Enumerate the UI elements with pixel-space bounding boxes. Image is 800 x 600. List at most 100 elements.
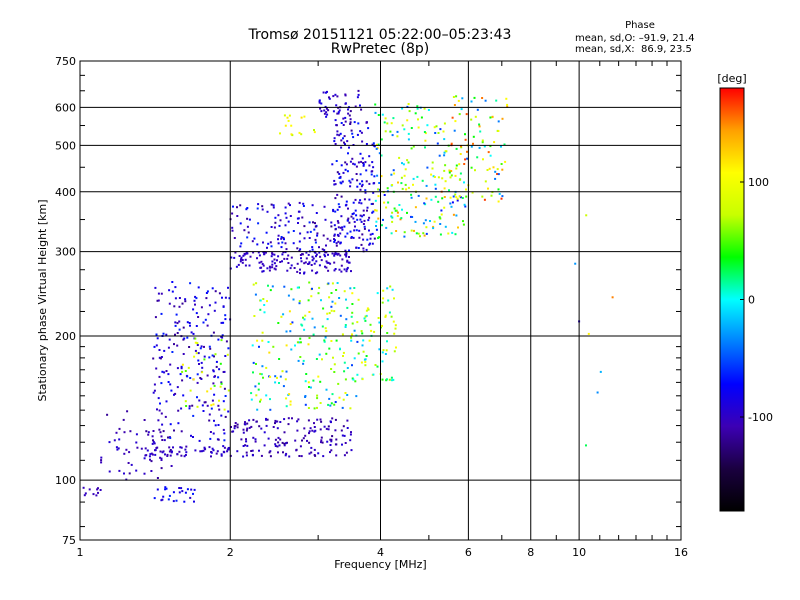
data-point [348,221,351,224]
data-point [113,439,116,442]
data-point [400,176,403,179]
data-point [347,112,350,115]
data-point [266,246,268,249]
data-point [281,441,284,444]
data-point [285,330,288,333]
data-point [452,213,455,216]
data-point [286,441,288,444]
data-point [338,268,341,271]
data-point [210,404,213,407]
data-point [365,314,368,317]
data-point [333,403,336,406]
data-point [314,222,316,225]
data-point [213,375,216,378]
data-point [335,104,338,107]
data-point [353,287,356,289]
data-point [167,436,169,439]
data-point [364,361,367,363]
data-point [276,420,279,423]
data-point [275,265,278,268]
data-point [158,349,161,351]
data-point [315,212,318,214]
data-point [337,111,340,114]
data-point [314,238,317,241]
data-point [378,348,381,351]
data-point [449,196,452,199]
data-point [450,170,453,172]
data-point [287,231,290,234]
data-point [320,110,323,113]
data-point [298,302,301,305]
data-point [350,129,353,132]
data-point [390,315,393,318]
data-point [250,392,253,395]
data-point [344,168,347,171]
data-point [287,202,290,205]
data-point [277,238,279,241]
data-point [384,117,387,120]
data-point [311,429,314,432]
data-point [345,255,348,258]
data-point [201,404,204,407]
data-point [403,174,406,177]
data-point [349,123,352,125]
data-point [458,195,461,198]
data-point [362,164,365,167]
data-point [318,100,321,103]
data-point [281,253,284,256]
data-point [342,124,345,126]
data-point [347,152,349,155]
data-point [154,286,157,289]
data-point [118,469,121,472]
data-point [348,114,351,117]
data-point [391,288,394,291]
data-point [325,266,328,269]
data-point [180,365,183,368]
data-point [187,366,190,369]
data-point [196,381,199,384]
data-point [194,303,196,306]
data-point [263,311,266,314]
data-point [135,469,138,472]
data-point [135,441,138,444]
data-point [315,260,318,263]
data-point [190,331,193,334]
data-point [461,97,464,100]
data-point [450,174,453,177]
data-point [336,112,339,115]
data-point [262,376,264,379]
data-point [183,500,186,503]
data-point [310,446,313,449]
data-point [363,219,366,222]
data-point [400,217,403,220]
data-point [308,432,310,435]
data-point [194,295,197,298]
data-point [153,345,156,348]
data-point [226,353,229,356]
data-point [316,271,319,274]
data-point [145,430,148,433]
data-point [366,206,369,209]
data-point [178,320,181,323]
data-point [172,500,175,503]
data-point [344,249,347,252]
data-point [263,431,266,434]
data-point [364,364,367,367]
data-point [410,196,413,199]
data-point [405,188,408,191]
data-point [208,446,211,449]
chart-subtitle: RwPretec (8p) [330,41,430,57]
data-point [189,324,191,327]
data-point [287,417,290,420]
data-point [390,122,393,125]
data-point [346,427,349,429]
data-point [184,300,187,303]
data-point [196,396,198,399]
data-point [172,491,175,494]
data-point [227,347,230,350]
data-point [284,212,287,215]
data-point [368,198,371,201]
data-point [338,109,341,112]
data-point [265,417,267,420]
